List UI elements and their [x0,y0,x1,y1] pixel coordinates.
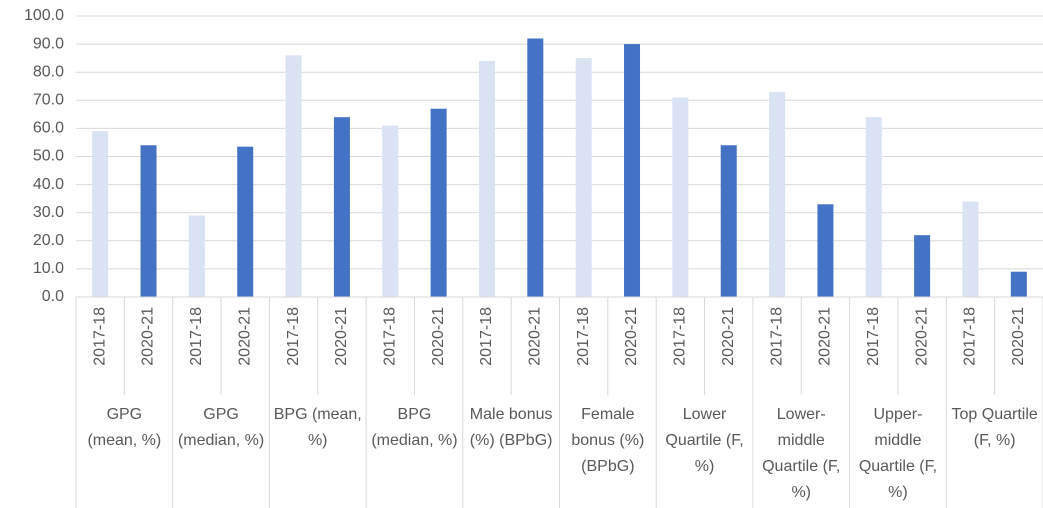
bar [478,60,495,298]
series-label: 2020-21 [913,307,930,366]
category-label: Lower Quartile (F, %) [665,406,744,475]
series-label: 2020-21 [1010,307,1027,366]
bar [285,55,302,298]
series-label: 2017-18 [285,307,302,366]
y-tick-label: 40.0 [33,176,64,193]
bar [575,58,592,298]
bar [865,117,882,297]
series-label: 2020-21 [817,307,834,366]
series-label: 2017-18 [672,307,689,366]
series-label: 2020-21 [236,307,253,366]
series-label: 2020-21 [430,307,447,366]
bar [817,204,834,297]
y-tick-label: 50.0 [33,148,64,165]
bar [237,146,254,297]
series-label: 2017-18 [381,307,398,366]
bar [962,201,979,297]
series-label: 2020-21 [140,307,157,366]
series-label: 2020-21 [623,307,640,366]
y-tick-label: 90.0 [33,35,64,52]
bar [769,91,786,298]
series-label: 2017-18 [575,307,592,366]
y-tick-label: 60.0 [33,120,64,137]
y-tick-label: 30.0 [33,204,64,221]
category-label: Lower-middle Quartile (F, %) [762,406,841,501]
y-tick-label: 20.0 [33,232,64,249]
bar [430,108,447,297]
category-label: BPG (mean, %) [273,406,362,449]
y-tick-label: 80.0 [33,63,64,80]
category-label: GPG (median, %) [177,406,265,449]
bar [382,125,399,297]
bar [720,145,737,297]
bar [914,235,931,297]
bar [92,131,109,297]
series-label: 2020-21 [333,307,350,366]
category-label: GPG (mean, %) [87,406,162,449]
bar [333,117,350,297]
series-label: 2017-18 [91,307,108,366]
y-tick-label: 70.0 [33,92,64,109]
category-label: BPG (median, %) [371,406,458,449]
series-label: 2020-21 [527,307,544,366]
series-label: 2017-18 [865,307,882,366]
bar [188,215,205,297]
bar [1010,271,1027,297]
bar [624,44,641,297]
y-tick-label: 100.0 [24,7,64,24]
category-label: Top Quartile (F, %) [951,406,1038,449]
series-label: 2017-18 [478,307,495,366]
bar [672,97,689,298]
series-label: 2020-21 [720,307,737,366]
y-tick-label: 10.0 [33,260,64,277]
series-label: 2017-18 [188,307,205,366]
bar [527,38,544,297]
category-label: Male bonus (%) (BPbG) [469,406,553,449]
category-label: Female bonus (%) (BPbG) [571,406,645,475]
category-label: Upper-middle Quartile (F, %) [858,406,938,501]
y-tick-label: 0.0 [42,288,64,305]
bar [140,145,157,297]
series-label: 2017-18 [768,307,785,366]
series-label: 2017-18 [962,307,979,366]
